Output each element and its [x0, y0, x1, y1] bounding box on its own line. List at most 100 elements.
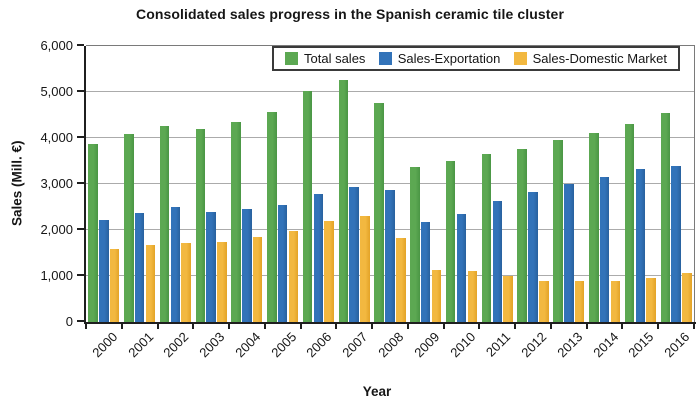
y-tick: [77, 90, 84, 92]
bar-total-sales-2008: [374, 102, 384, 322]
y-tick-label: 2,000: [40, 221, 73, 237]
bar-sales-exportation-2016: [671, 165, 681, 322]
bar-sales-exportation-2001: [134, 212, 145, 322]
bar-sales-domestic-market-2012: [539, 281, 549, 322]
x-tick: [621, 322, 624, 329]
x-tick: [85, 322, 87, 329]
gridline: [86, 91, 694, 92]
bar-total-sales-2003: [195, 128, 206, 322]
x-tick: [406, 322, 409, 329]
x-tick: [371, 322, 374, 329]
x-tick: [299, 322, 302, 329]
y-tick: [77, 228, 84, 230]
bar-total-sales-2002: [159, 125, 170, 322]
bar-sales-domestic-market-2008: [396, 237, 406, 322]
x-axis-line: [84, 322, 696, 324]
bar-sales-exportation-2006: [313, 194, 324, 322]
x-tick-label-2002: 2002: [160, 329, 192, 361]
bar-sales-exportation-2008: [385, 189, 395, 322]
x-tick: [335, 322, 338, 329]
bar-sales-exportation-2014: [599, 176, 610, 322]
x-tick: [442, 322, 445, 329]
x-tick-label-2014: 2014: [589, 329, 621, 361]
bar-sales-exportation-2003: [206, 212, 216, 322]
bar-sales-exportation-2005: [277, 204, 288, 322]
bar-sales-domestic-market-2011: [503, 275, 513, 322]
gridline: [86, 183, 694, 184]
bar-total-sales-2006: [302, 91, 313, 322]
x-tick-label-2006: 2006: [303, 329, 335, 361]
bar-sales-exportation-2009: [420, 222, 431, 322]
bar-sales-exportation-2015: [635, 168, 646, 322]
x-tick-label-2015: 2015: [625, 329, 657, 361]
bar-sales-domestic-market-2000: [109, 248, 120, 322]
bar-sales-domestic-market-2015: [646, 278, 656, 322]
x-tick: [228, 322, 231, 329]
y-tick-label: 6,000: [40, 37, 73, 53]
bar-total-sales-2000: [88, 143, 98, 322]
bar-total-sales-2010: [445, 161, 456, 322]
x-tick-label-2008: 2008: [375, 329, 407, 361]
bar-total-sales-2011: [481, 153, 492, 322]
bar-sales-domestic-market-2010: [467, 271, 478, 322]
chart-title: Consolidated sales progress in the Spani…: [136, 6, 564, 22]
bar-total-sales-2007: [338, 80, 349, 322]
bar-total-sales-2012: [517, 149, 527, 322]
total-sales-swatch-icon: [285, 52, 298, 65]
x-tick-label-2007: 2007: [339, 329, 371, 361]
bar-sales-exportation-2004: [242, 209, 252, 322]
legend-label: Total sales: [304, 51, 366, 66]
gridline: [86, 137, 694, 138]
legend-item-sales-exportation: Sales-Exportation: [378, 51, 500, 66]
y-axis-line: [84, 46, 86, 324]
x-tick: [263, 322, 266, 329]
y-tick: [77, 320, 84, 322]
bar-sales-exportation-2011: [492, 201, 502, 322]
bar-total-sales-2014: [589, 132, 599, 322]
x-tick: [478, 322, 481, 329]
legend-item-total-sales: Total sales: [285, 51, 365, 66]
x-tick-label-2016: 2016: [661, 329, 693, 361]
y-tick-label: 0: [65, 313, 73, 329]
legend-label: Sales-Domestic Market: [532, 51, 667, 66]
bar-total-sales-2009: [410, 166, 420, 322]
sales-exportation-swatch-icon: [378, 52, 392, 65]
bar-total-sales-2004: [231, 121, 241, 322]
x-tick-label-2011: 2011: [483, 329, 514, 360]
bar-total-sales-2013: [553, 139, 563, 322]
x-tick: [549, 322, 552, 329]
x-tick: [585, 322, 588, 329]
x-tick-label-2005: 2005: [267, 329, 300, 361]
x-tick-label-2000: 2000: [89, 329, 121, 361]
y-tick: [77, 136, 84, 138]
x-tick-label-2013: 2013: [554, 329, 586, 361]
y-tick: [77, 274, 84, 276]
x-tick: [657, 322, 660, 329]
y-tick-label: 1,000: [40, 267, 73, 283]
bar-total-sales-2001: [124, 133, 134, 322]
x-tick-label-2004: 2004: [232, 329, 264, 361]
bar-total-sales-2016: [660, 113, 671, 322]
bar-total-sales-2005: [267, 112, 277, 322]
bar-sales-exportation-2010: [456, 213, 467, 322]
x-axis-label: Year: [362, 384, 392, 399]
x-tick: [192, 322, 195, 329]
y-tick-label: 4,000: [40, 129, 73, 145]
legend: Total sales Sales-Exportation Sales-Dome…: [272, 46, 680, 71]
x-tick: [693, 322, 695, 329]
x-tick: [120, 322, 123, 329]
x-tick-label-2010: 2010: [446, 329, 478, 361]
x-tick-label-2009: 2009: [410, 329, 443, 361]
legend-item-sales-domestic-market: Sales-Domestic Market: [513, 51, 667, 66]
x-tick: [156, 322, 159, 329]
sales-domestic-market-swatch-icon: [513, 52, 527, 65]
bar-sales-domestic-market-2004: [252, 236, 263, 322]
x-tick-label-2001: 2001: [124, 329, 156, 361]
y-tick-label: 5,000: [40, 83, 73, 99]
bar-sales-domestic-market-2016: [682, 273, 692, 322]
y-tick: [77, 44, 84, 46]
y-tick: [77, 182, 84, 184]
bar-sales-domestic-market-2001: [145, 245, 156, 322]
x-tick-label-2012: 2012: [518, 329, 550, 361]
